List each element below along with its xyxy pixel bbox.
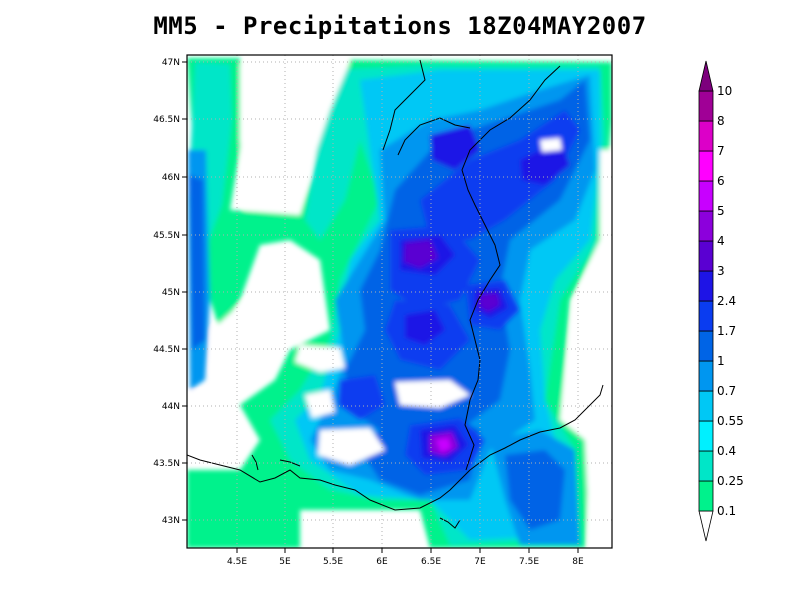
lon-label-5.5e: 5.5E: [323, 557, 343, 567]
axis-ticks: [182, 61, 579, 553]
colorbar: 0.1 0.25 0.4 0.55 0.7 1 1.7 2.4 3 4 5 6 7 8 10: [698, 60, 744, 542]
lon-label-6.5e: 6.5E: [421, 557, 441, 567]
colorbar-segment: [698, 450, 714, 482]
lon-label-7e: 7E: [474, 557, 486, 567]
colorbar-min-triangle: [698, 510, 714, 542]
lat-label-45.5n: 45.5N: [153, 231, 180, 241]
colorbar-segment: [698, 120, 714, 152]
colorbar-label: 7: [717, 144, 725, 158]
coastline-borders: [187, 59, 604, 529]
colorbar-segment: [698, 360, 714, 392]
lat-label-46.5n: 46.5N: [153, 115, 180, 125]
lon-label-5e: 5E: [279, 557, 291, 567]
colorbar-label: 0.25: [717, 474, 744, 488]
colorbar-segment: [698, 390, 714, 422]
colorbar-segment: [698, 150, 714, 182]
colorbar-segment: [698, 90, 714, 122]
chart-title: MM5 - Precipitations 18Z04MAY2007: [153, 12, 647, 40]
colorbar-label: 0.55: [717, 414, 744, 428]
colorbar-max-triangle: [698, 60, 714, 92]
colorbar-label: 2.4: [717, 294, 736, 308]
lat-label-47n: 47N: [162, 58, 180, 68]
lat-label-44.5n: 44.5N: [153, 345, 180, 355]
lat-label-43n: 43N: [162, 516, 180, 526]
map-frame: [186, 54, 613, 549]
colorbar-label: 6: [717, 174, 725, 188]
colorbar-label: 1.7: [717, 324, 736, 338]
colorbar-segment: [698, 240, 714, 272]
colorbar-segment: [698, 210, 714, 242]
lon-label-4.5e: 4.5E: [227, 557, 247, 567]
lat-label-45n: 45N: [162, 288, 180, 298]
colorbar-segment: [698, 270, 714, 302]
colorbar-label: 10: [717, 84, 732, 98]
lat-tick-labels: 43N 43.5N 44N 44.5N 45N 45.5N 46N 46.5N …: [153, 58, 180, 526]
colorbar-label: 0.7: [717, 384, 736, 398]
colorbar-segment: [698, 480, 714, 512]
colorbar-label: 4: [717, 234, 725, 248]
colorbar-label: 3: [717, 264, 725, 278]
lon-label-7.5e: 7.5E: [519, 557, 539, 567]
lon-label-8e: 8E: [572, 557, 584, 567]
lat-label-43.5n: 43.5N: [153, 459, 180, 469]
colorbar-label: 5: [717, 204, 725, 218]
colorbar-segment: [698, 180, 714, 212]
precipitation-field: [187, 55, 612, 548]
colorbar-label: 0.4: [717, 444, 736, 458]
colorbar-label: 1: [717, 354, 725, 368]
lat-label-46n: 46N: [162, 173, 180, 183]
map-grid: [187, 55, 612, 548]
colorbar-label: 0.1: [717, 504, 736, 518]
lon-tick-labels: 4.5E 5E 5.5E 6E 6.5E 7E 7.5E 8E: [227, 557, 584, 567]
lat-label-44n: 44N: [162, 402, 180, 412]
colorbar-segment: [698, 330, 714, 362]
colorbar-segment: [698, 300, 714, 332]
lon-label-6e: 6E: [376, 557, 388, 567]
colorbar-label: 8: [717, 114, 725, 128]
colorbar-segment: [698, 420, 714, 452]
